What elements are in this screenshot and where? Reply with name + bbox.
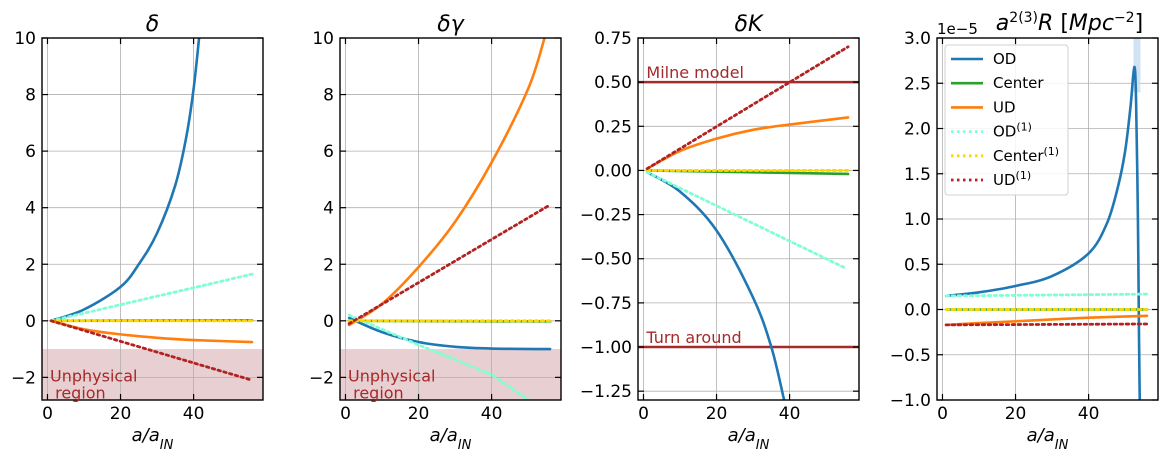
y-tick-label: −1.0	[890, 391, 931, 411]
plot-frame	[339, 37, 562, 401]
x-tick-label: 20	[1005, 404, 1027, 424]
y-tick-label: 2.5	[904, 74, 931, 94]
unphysical-region-label: Unphysical	[348, 366, 435, 385]
series-od-line	[49, 38, 201, 323]
series-ud1-line	[49, 319, 254, 382]
y-tick-label: −2	[309, 368, 334, 388]
series-group	[645, 45, 850, 400]
y-tick-label: 2.0	[904, 120, 931, 140]
x-tick-label: 40	[183, 404, 205, 424]
y-tick-label: 3.0	[904, 29, 931, 49]
y-tick-label: 0.00	[594, 161, 632, 181]
y-tick-label: 4	[25, 199, 36, 219]
legend-label: UD(1)	[993, 169, 1031, 190]
y-tick-label: 1.5	[904, 165, 931, 185]
panel-3: Milne model Turn around 0 20 40 −1.25 −1.00 −0.…	[580, 12, 860, 453]
series-ud1-line	[645, 45, 850, 171]
x-tick-label: 0	[638, 404, 649, 424]
uncertainty-band	[1133, 38, 1141, 93]
y-tick-label: 0	[323, 312, 334, 332]
series-od-line	[347, 316, 552, 351]
legend-label: Center	[993, 74, 1044, 92]
series-ud-line	[49, 319, 254, 344]
series-od-line	[944, 65, 1142, 400]
y-tick-label: 0.75	[594, 29, 632, 49]
plot-frame	[41, 37, 264, 401]
x-tick-label: 0	[340, 404, 351, 424]
offset-label: 1e−5	[937, 20, 978, 38]
x-axis-label: a/aIN	[430, 425, 472, 453]
y-tick-label: 0	[25, 312, 36, 332]
x-tick-label: 20	[706, 404, 728, 424]
unphysical-region-label: Unphysical	[50, 366, 137, 385]
series-ud1-line	[347, 203, 552, 326]
y-tick-label: 10	[312, 29, 334, 49]
x-tick-label: 20	[408, 404, 430, 424]
series-group	[49, 38, 254, 382]
unphysical-region	[42, 349, 263, 400]
y-tick-label: 0.5	[904, 255, 931, 275]
panel-title: δγ	[437, 12, 464, 37]
series-ud-line	[347, 38, 546, 327]
legend: OD Center UD OD(1) Center(1) UD(1)	[944, 44, 1069, 196]
series-group	[347, 38, 552, 400]
y-tick-label: −0.75	[580, 294, 632, 314]
legend-label: Center(1)	[993, 144, 1059, 165]
y-tick-label: 8	[323, 86, 334, 106]
panel-2: 0 20 40 −2 0 2 4 6 8 10 a/aIN δγ Unphysical region	[309, 12, 562, 453]
series-ud-line	[645, 116, 850, 170]
series-group	[944, 65, 1149, 400]
plot-frame	[637, 37, 860, 401]
legend-label: OD(1)	[993, 120, 1032, 141]
y-tick-label: −0.5	[890, 346, 931, 366]
series-od1-line	[645, 170, 846, 269]
legend-label: UD	[993, 98, 1016, 116]
unphysical-region-label: region	[50, 383, 106, 402]
y-tick-label: 6	[323, 142, 334, 162]
y-tick-label: 4	[323, 199, 334, 219]
panel-title: a2(3)R [Mpc−2]	[996, 10, 1143, 36]
series-od1-line	[49, 272, 254, 323]
legend-label: OD	[993, 50, 1016, 68]
x-tick-label: 0	[42, 404, 53, 424]
reference-line-label: Milne model	[646, 63, 744, 82]
series-od1-line	[347, 313, 530, 400]
y-tick-label: −0.50	[580, 250, 632, 270]
unphysical-region-label: region	[348, 383, 404, 402]
x-tick-label: 40	[779, 404, 801, 424]
y-tick-label: 0.25	[594, 117, 632, 137]
x-axis-label: a/aIN	[1027, 425, 1069, 453]
y-tick-label: −1.00	[580, 338, 632, 358]
panel-1: 0 20 40 −2 0 2 4 6 8 10 a/aIN δ Unphysical region	[11, 12, 264, 453]
series-od1-line	[944, 292, 1149, 298]
y-tick-label: −0.25	[580, 206, 632, 226]
x-tick-label: 20	[110, 404, 132, 424]
y-tick-label: 2	[25, 255, 36, 275]
panel-title: δ	[146, 12, 159, 37]
grid	[42, 37, 263, 400]
series-od-line	[645, 170, 786, 400]
y-tick-label: 8	[25, 86, 36, 106]
y-tick-label: 6	[25, 142, 36, 162]
y-tick-label: −1.25	[580, 382, 632, 402]
x-axis-label: a/aIN	[728, 425, 770, 453]
x-axis-label: a/aIN	[132, 425, 174, 453]
series-ud-line	[944, 314, 1149, 327]
y-tick-label: 0.50	[594, 73, 632, 93]
y-tick-label: 10	[14, 29, 36, 49]
y-tick-label: 2	[323, 255, 334, 275]
y-tick-label: −2	[11, 368, 36, 388]
x-tick-label: 40	[1078, 404, 1100, 424]
series-ud1-line	[944, 322, 1149, 327]
x-tick-label: 40	[481, 404, 503, 424]
x-tick-label: 0	[937, 404, 948, 424]
panel-title: δK	[735, 12, 764, 37]
y-tick-label: 0.0	[904, 301, 931, 321]
reference-line-label: Turn around	[645, 328, 741, 347]
y-tick-label: 1.0	[904, 210, 931, 230]
panel-4: 0 20 40 −1.0 −0.5 0.0 0.5 1.0 1.5 2.0 2.5 3.0 a/aIN a…	[890, 10, 1159, 453]
